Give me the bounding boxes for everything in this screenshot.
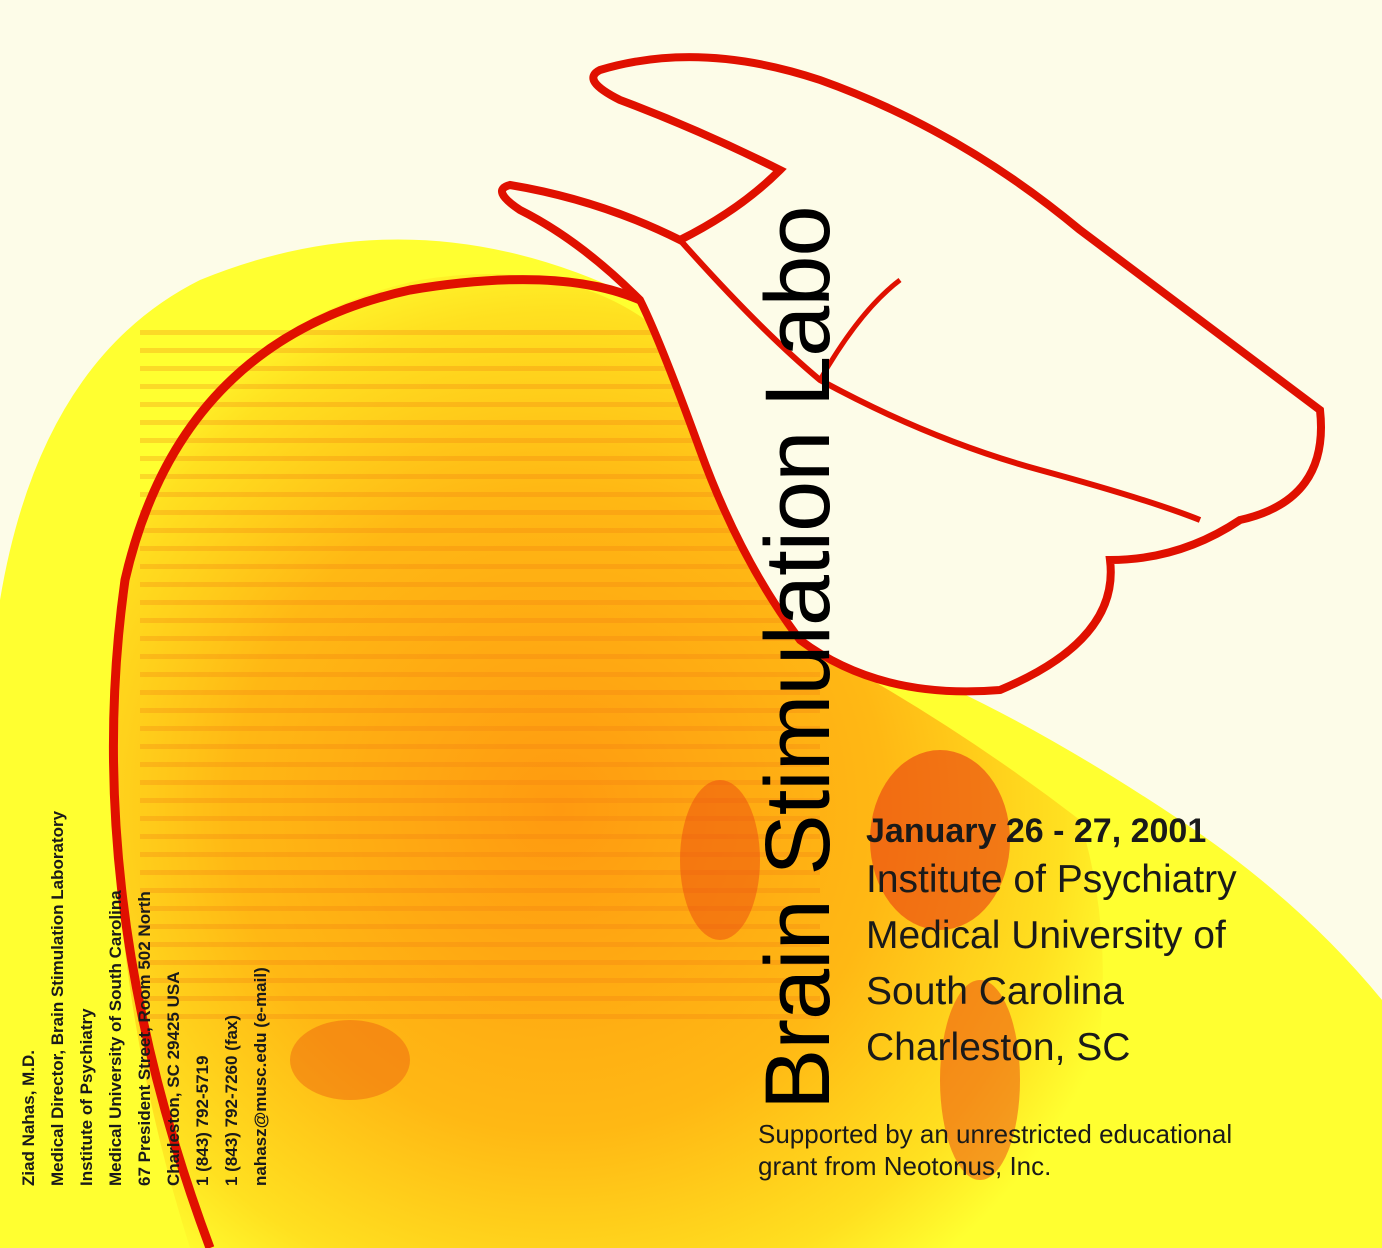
contact-role: Medical Director, Brain Stimulation Labo… — [48, 810, 67, 1186]
event-venue-line: South Carolina — [866, 970, 1124, 1013]
page-title: Brain Stimulation Labo — [747, 206, 849, 1110]
contact-email: nahasz@musc.edu (e-mail) — [251, 967, 270, 1186]
support-line: Supported by an unrestricted educational — [758, 1119, 1233, 1149]
contact-city: Charleston, SC 29425 USA — [164, 971, 183, 1186]
event-details: January 26 - 27, 2001 Institute of Psych… — [866, 810, 1237, 1076]
event-venue-line: Charleston, SC — [866, 1026, 1131, 1069]
contact-block: Ziad Nahas, M.D. Medical Director, Brain… — [14, 811, 275, 1186]
event-venue-line: Institute of Psychiatry — [866, 858, 1237, 901]
contact-phone: 1 (843) 792-5719 — [193, 1055, 212, 1186]
contact-name: Ziad Nahas, M.D. — [19, 1049, 38, 1186]
event-venue-line: Medical University of — [866, 914, 1226, 957]
contact-institute: Institute of Psychiatry — [77, 1008, 96, 1186]
support-note: Supported by an unrestricted educational… — [758, 1118, 1232, 1182]
support-line: grant from Neotonus, Inc. — [758, 1151, 1052, 1181]
event-date: January 26 - 27, 2001 — [866, 812, 1207, 850]
contact-street: 67 President Street, Room 502 North — [135, 891, 154, 1186]
contact-university: Medical University of South Carolina — [106, 890, 125, 1186]
contact-fax: 1 (843) 792-7260 (fax) — [222, 1014, 241, 1186]
